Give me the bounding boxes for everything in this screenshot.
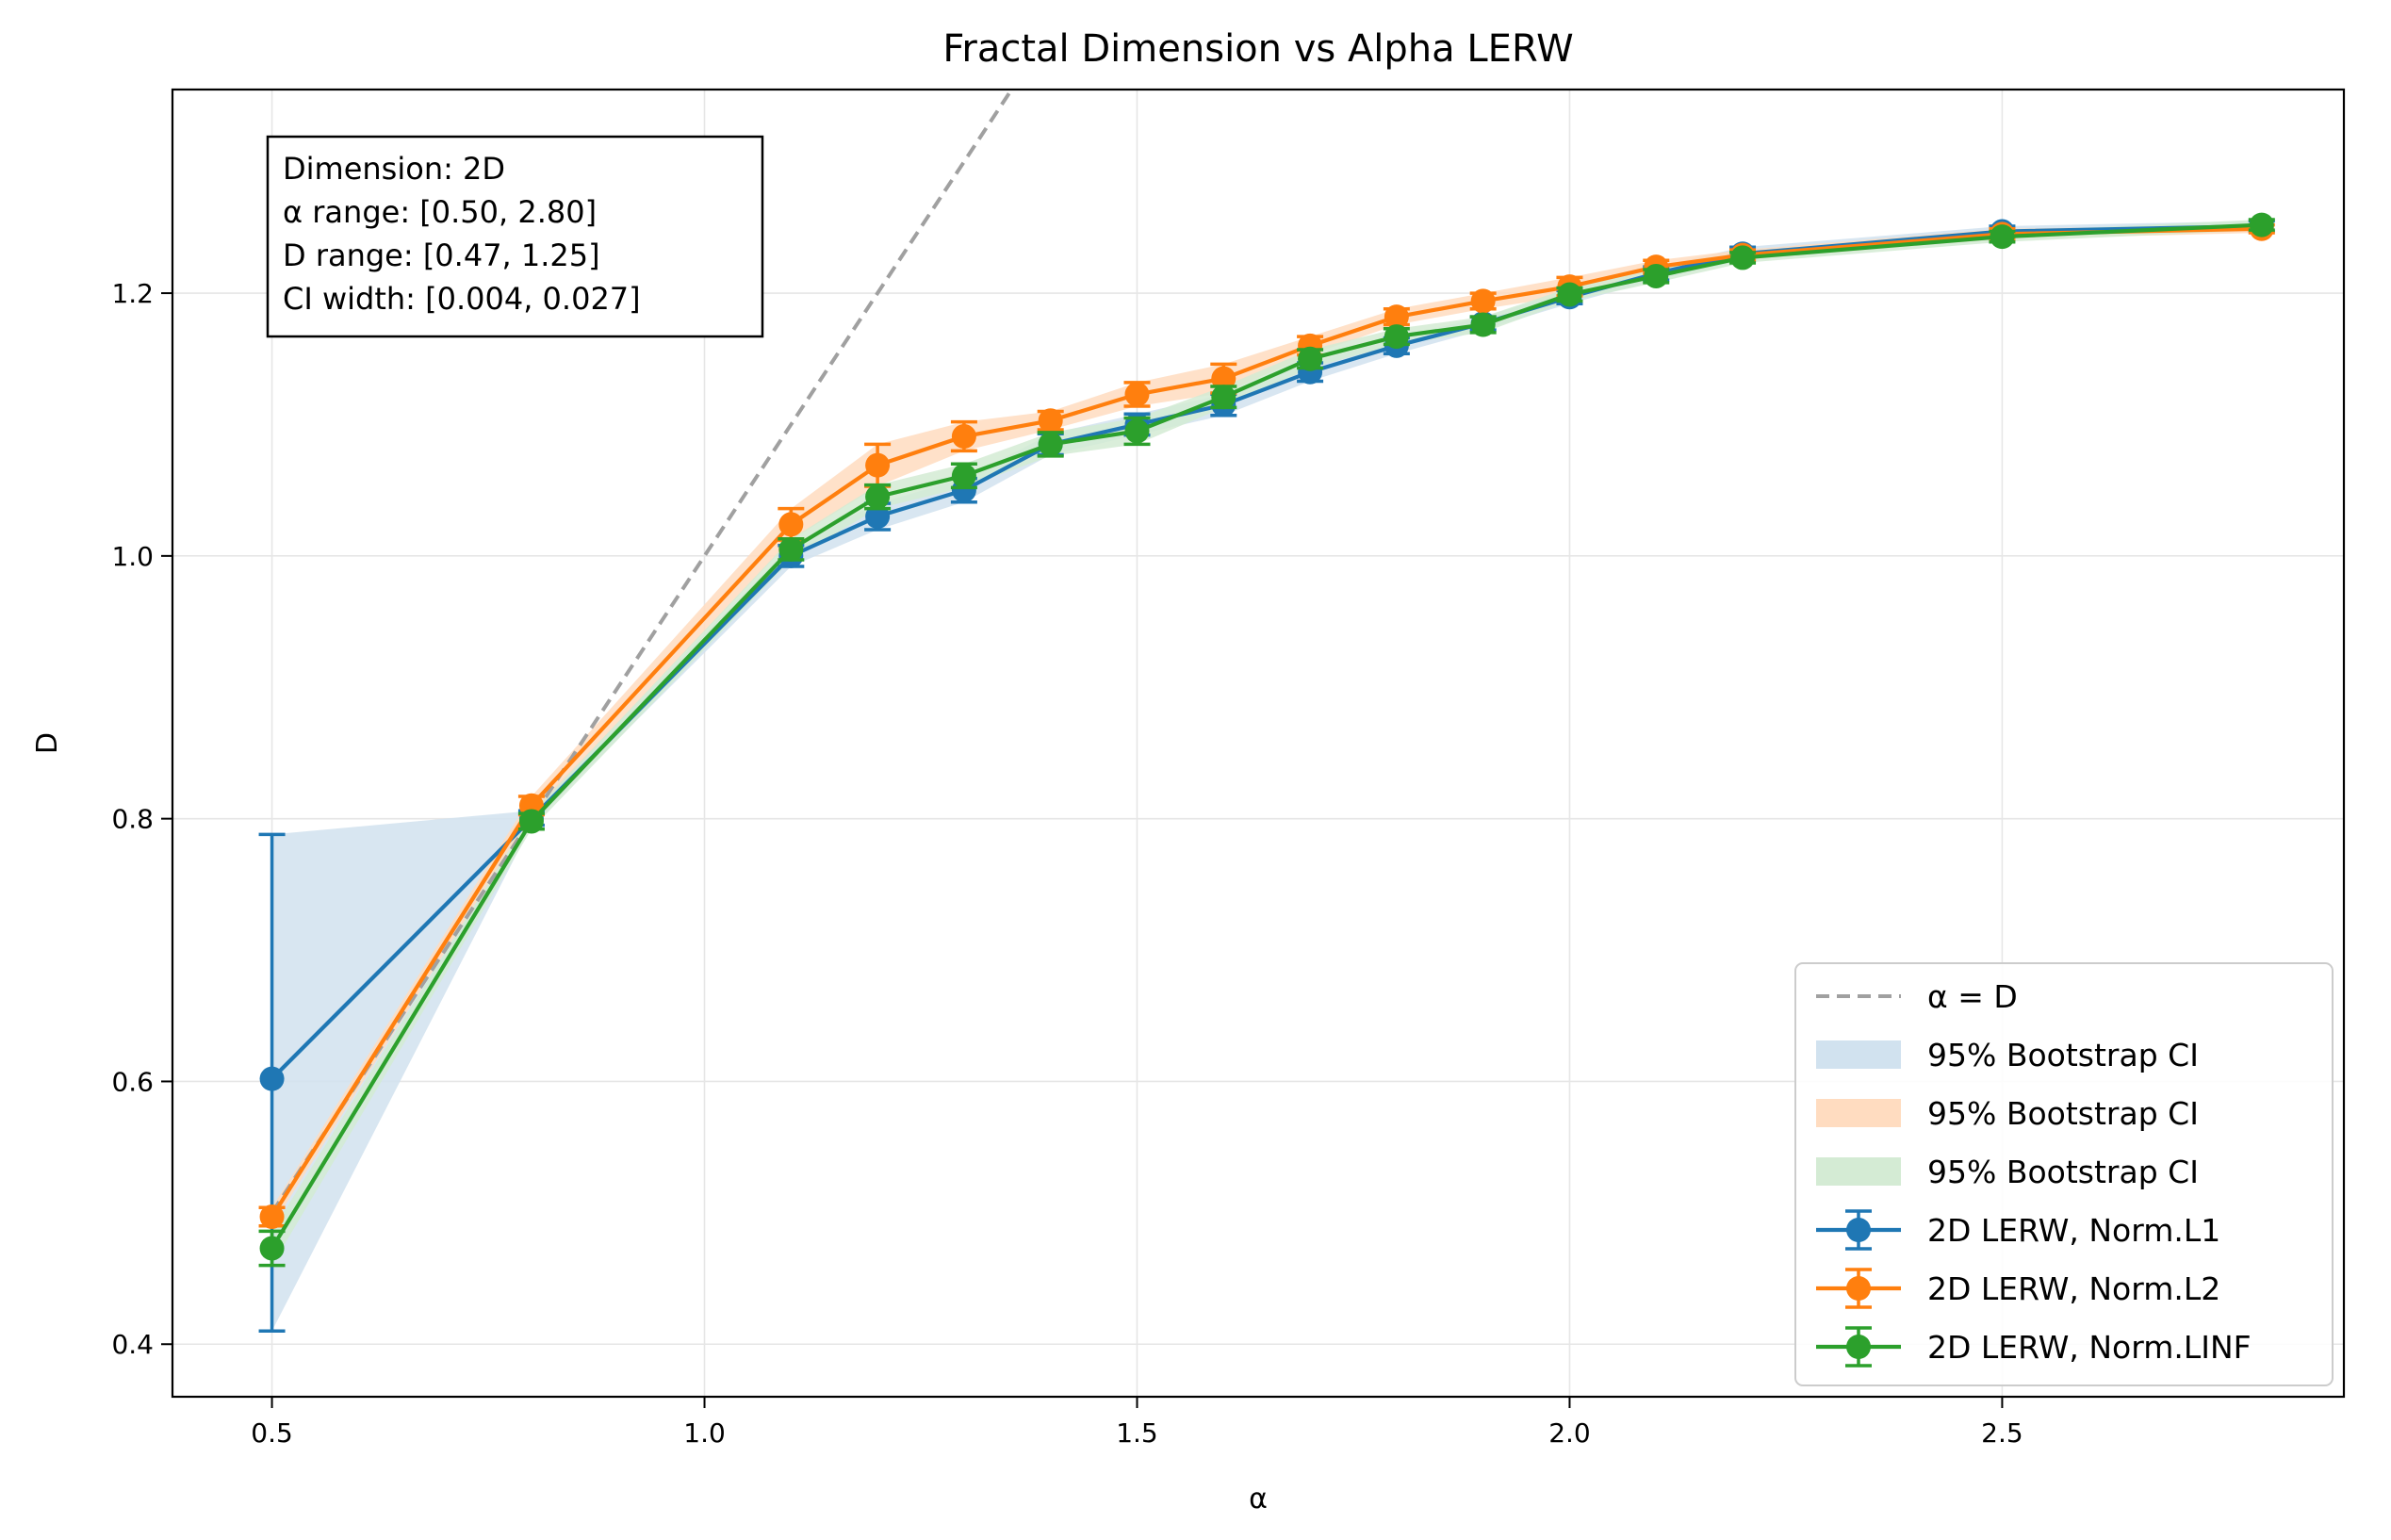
data-point	[1384, 304, 1409, 330]
legend-band-swatch	[1816, 1157, 1901, 1186]
info-line: Dimension: 2D	[283, 151, 505, 187]
data-point	[951, 424, 976, 450]
legend-band-swatch	[1816, 1099, 1901, 1127]
info-box: Dimension: 2D α range: [0.50, 2.80] D rang…	[266, 135, 764, 338]
chart-title: Fractal Dimension vs Alpha LERW	[942, 27, 1573, 71]
data-point	[2249, 212, 2274, 238]
plot-frame	[171, 88, 2346, 1399]
data-point	[259, 1066, 285, 1091]
legend-label: α = D	[1927, 978, 2018, 1015]
data-point	[865, 484, 891, 510]
data-point	[1990, 224, 2015, 250]
legend-marker-swatch	[1846, 1335, 1871, 1359]
data-point	[259, 1236, 285, 1261]
axis-ticks: 0.5 1.0 1.5 2.0 2.5 0.4 0.6 0.8 1.0 1.2	[111, 278, 2023, 1449]
legend-label: 95% Bootstrap CI	[1927, 1095, 2199, 1132]
reference-line-layer	[270, 88, 1014, 1214]
y-tick-label: 1.0	[111, 541, 154, 572]
data-point	[778, 536, 804, 562]
data-point	[1557, 282, 1582, 307]
info-line: CI width: [0.004, 0.027]	[283, 281, 641, 317]
y-tick-label: 0.6	[111, 1066, 154, 1097]
data-point	[1298, 346, 1323, 371]
data-point	[1211, 385, 1236, 410]
y-tick-label: 0.8	[111, 804, 154, 835]
legend-label: 2D LERW, Norm.LINF	[1927, 1329, 2252, 1366]
legend-label: 2D LERW, Norm.L1	[1927, 1212, 2220, 1249]
legend-label: 2D LERW, Norm.L2	[1927, 1270, 2220, 1307]
data-point	[1384, 324, 1409, 350]
data-point	[1470, 312, 1496, 337]
info-line: α range: [0.50, 2.80]	[283, 194, 597, 230]
legend-label: 95% Bootstrap CI	[1927, 1037, 2199, 1073]
x-tick-label: 1.5	[1116, 1417, 1158, 1449]
data-point	[865, 504, 891, 530]
data-point	[1730, 245, 1756, 270]
info-line: D range: [0.47, 1.25]	[283, 238, 600, 273]
series	[258, 212, 2275, 1268]
reference-line	[270, 88, 1014, 1214]
legend-marker-swatch	[1846, 1218, 1871, 1242]
data-point	[1038, 432, 1063, 457]
data-point	[1644, 263, 1669, 288]
data-point	[518, 809, 544, 834]
legend-frame	[1794, 962, 2334, 1386]
x-tick-label: 1.0	[683, 1417, 726, 1449]
y-tick-label: 0.4	[111, 1329, 154, 1360]
legend-marker-swatch	[1846, 1276, 1871, 1301]
x-tick-label: 2.5	[1981, 1417, 2023, 1449]
data-point	[259, 1204, 285, 1230]
data-point	[1470, 288, 1496, 314]
data-point	[1124, 418, 1150, 444]
data-point	[951, 463, 976, 488]
data-point	[865, 452, 891, 478]
series-layer	[258, 212, 2275, 1334]
x-axis-label: α	[1249, 1483, 1268, 1515]
legend-label: 95% Bootstrap CI	[1927, 1154, 2199, 1190]
y-axis-label: D	[31, 732, 64, 754]
data-point	[778, 512, 804, 537]
data-point	[1124, 382, 1150, 407]
info-box-frame	[266, 135, 764, 338]
data-point	[1038, 408, 1063, 434]
series-line	[270, 223, 2262, 1081]
series-line	[270, 226, 2262, 1219]
y-tick-label: 1.2	[111, 278, 154, 309]
series-line	[270, 222, 2262, 1250]
legend: α = D 95% Bootstrap CI 95% Bootstrap CI 95%…	[1794, 962, 2334, 1386]
legend-band-swatch	[1816, 1040, 1901, 1069]
x-tick-label: 0.5	[251, 1417, 293, 1449]
data-point	[1211, 366, 1236, 391]
x-tick-label: 2.0	[1548, 1417, 1591, 1449]
